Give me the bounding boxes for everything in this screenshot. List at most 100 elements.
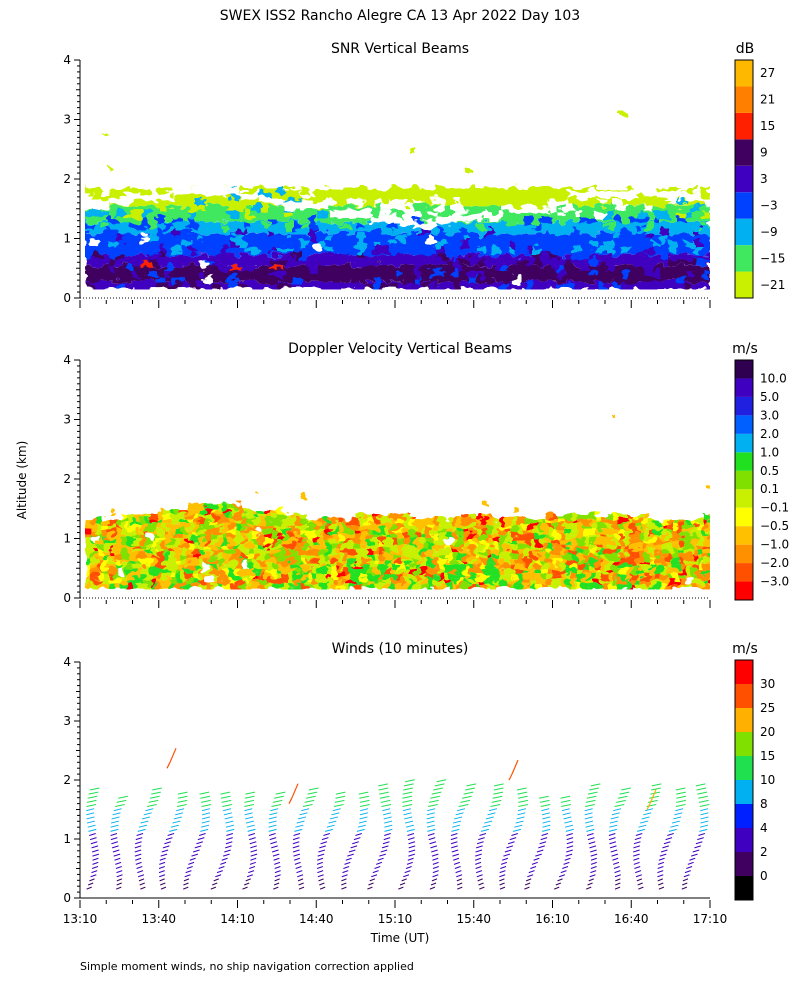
doppler-cell bbox=[709, 514, 710, 520]
doppler-cell bbox=[265, 584, 271, 590]
doppler-cell bbox=[469, 549, 475, 555]
snr-cell bbox=[605, 253, 613, 260]
snr-cell bbox=[693, 205, 701, 212]
doppler-cell bbox=[175, 539, 181, 545]
wind-barb bbox=[518, 799, 528, 803]
wind-barb bbox=[379, 795, 390, 799]
doppler-cell bbox=[673, 544, 679, 550]
doppler-cell bbox=[673, 579, 679, 585]
wind-barb bbox=[317, 870, 324, 874]
doppler-cell bbox=[661, 574, 667, 580]
doppler-cell bbox=[571, 544, 577, 550]
doppler-cell bbox=[589, 534, 595, 540]
snr-cell bbox=[229, 235, 237, 242]
wind-barb bbox=[271, 804, 282, 808]
doppler-cell bbox=[343, 519, 349, 525]
doppler-cell bbox=[619, 579, 625, 585]
snr-cell bbox=[381, 271, 389, 278]
wind-barb bbox=[609, 820, 618, 824]
doppler-cell bbox=[547, 549, 553, 555]
doppler-cell bbox=[511, 579, 517, 585]
doppler-cell bbox=[157, 564, 163, 570]
doppler-cell bbox=[259, 544, 265, 550]
snr-cell bbox=[205, 181, 213, 188]
doppler-cell bbox=[127, 579, 133, 585]
doppler-cell bbox=[463, 544, 469, 550]
doppler-cell bbox=[679, 519, 685, 525]
wind-barb bbox=[566, 849, 573, 853]
doppler-cell bbox=[493, 524, 499, 530]
doppler-cell bbox=[577, 514, 583, 520]
doppler-cell bbox=[193, 509, 199, 515]
doppler-cell bbox=[337, 559, 343, 565]
doppler-cell bbox=[451, 579, 457, 585]
snr-cell bbox=[389, 229, 397, 236]
snr-cell bbox=[277, 259, 285, 266]
doppler-cell bbox=[253, 514, 259, 520]
doppler-field-texture bbox=[85, 413, 710, 590]
doppler-cell bbox=[355, 584, 361, 590]
doppler-cell bbox=[517, 559, 523, 565]
doppler-cell bbox=[583, 544, 589, 550]
doppler-cell bbox=[457, 519, 463, 525]
doppler-cell bbox=[355, 559, 361, 565]
doppler-cell bbox=[283, 579, 289, 585]
wind-barb bbox=[657, 866, 664, 869]
doppler-cell bbox=[127, 514, 133, 520]
wind-barb bbox=[531, 861, 538, 865]
doppler-cell bbox=[535, 529, 541, 535]
wind-barb bbox=[608, 828, 617, 832]
doppler-cell bbox=[385, 584, 391, 590]
wind-barb bbox=[699, 828, 708, 832]
snr-cell bbox=[365, 265, 373, 272]
doppler-cell bbox=[667, 559, 673, 565]
doppler-cell bbox=[625, 539, 631, 545]
doppler-cell bbox=[121, 554, 127, 560]
wind-barb bbox=[651, 783, 662, 787]
doppler-cell bbox=[379, 584, 385, 590]
wind-barb bbox=[352, 841, 359, 845]
snr-cell bbox=[365, 283, 373, 290]
wind-barb bbox=[658, 882, 664, 886]
doppler-cell bbox=[577, 559, 583, 565]
doppler-cell bbox=[343, 564, 349, 570]
snr-cell bbox=[637, 229, 645, 236]
wind-barb bbox=[565, 828, 574, 832]
snr-cell bbox=[437, 229, 445, 236]
doppler-cell bbox=[559, 554, 565, 560]
doppler-cell bbox=[385, 524, 391, 530]
wind-barb bbox=[213, 878, 219, 882]
snr-cell bbox=[421, 259, 429, 266]
doppler-cell bbox=[403, 544, 409, 550]
y-tick-label: 0 bbox=[63, 591, 71, 605]
doppler-cell bbox=[265, 524, 271, 530]
doppler-cell bbox=[151, 514, 157, 520]
doppler-cell bbox=[367, 559, 373, 565]
doppler-cell bbox=[631, 554, 637, 560]
wind-barb bbox=[566, 837, 574, 841]
doppler-cell bbox=[151, 549, 157, 555]
doppler-cell bbox=[445, 579, 451, 585]
doppler-cell bbox=[307, 544, 313, 550]
snr-cell bbox=[189, 217, 197, 224]
snr-gap bbox=[591, 190, 613, 198]
wind-barb bbox=[427, 808, 436, 812]
doppler-hole bbox=[206, 576, 214, 585]
snr-cell bbox=[429, 271, 437, 278]
doppler-cell bbox=[583, 569, 589, 575]
snr-cell bbox=[125, 181, 133, 188]
doppler-cell bbox=[673, 539, 679, 545]
wind-barb bbox=[564, 857, 571, 861]
doppler-cell bbox=[163, 559, 169, 565]
doppler-cell bbox=[373, 544, 379, 550]
doppler-cell bbox=[481, 524, 487, 530]
doppler-cell bbox=[181, 544, 187, 550]
doppler-cell bbox=[235, 529, 241, 535]
doppler-cell bbox=[553, 549, 559, 555]
snr-cell bbox=[533, 247, 541, 254]
doppler-cell bbox=[319, 549, 325, 555]
doppler-cell bbox=[253, 524, 259, 530]
doppler-cell bbox=[175, 574, 181, 580]
doppler-cell bbox=[649, 539, 655, 545]
wind-barb bbox=[175, 812, 184, 816]
